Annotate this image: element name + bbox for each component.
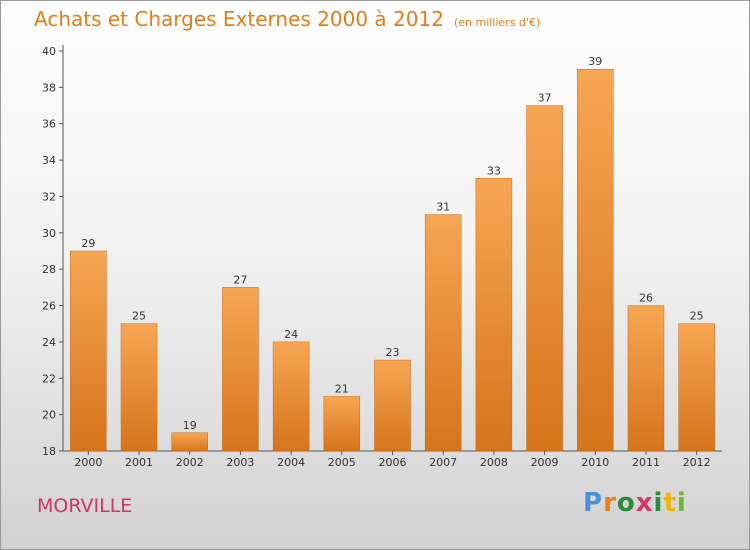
- logo-letter: i: [676, 488, 687, 518]
- x-tick-label: 2004: [277, 456, 305, 469]
- bar: [475, 178, 513, 452]
- bar-value-label: 37: [538, 92, 552, 105]
- bar: [627, 305, 665, 452]
- bar-value-label: 26: [639, 292, 653, 305]
- y-tick-label: 18: [42, 445, 56, 458]
- y-tick-label: 24: [42, 336, 56, 349]
- bar-value-label: 21: [335, 382, 349, 395]
- x-tick-label: 2000: [74, 456, 102, 469]
- x-tick-label: 2001: [125, 456, 153, 469]
- bar: [323, 396, 361, 452]
- bar: [424, 214, 462, 452]
- bar: [272, 341, 310, 452]
- bar: [374, 359, 411, 452]
- y-tick-label: 32: [42, 190, 56, 203]
- chart-title-block: Achats et Charges Externes 2000 à 2012 (e…: [34, 7, 540, 31]
- logo-letter: r: [603, 488, 617, 518]
- y-tick-label: 34: [42, 154, 56, 167]
- x-tick-label: 2011: [632, 456, 660, 469]
- location-label: MORVILLE: [37, 495, 133, 517]
- x-tick-label: 2012: [683, 456, 711, 469]
- bar-value-label: 24: [284, 328, 298, 341]
- x-tick-label: 2005: [328, 456, 356, 469]
- chart-subtitle: (en milliers d'€): [453, 16, 541, 29]
- y-tick-label: 40: [42, 45, 56, 58]
- logo-letter: P: [583, 488, 604, 518]
- y-tick-label: 38: [42, 81, 56, 94]
- bar-value-label: 29: [81, 237, 95, 250]
- bar: [120, 323, 158, 452]
- logo-letter: i: [653, 488, 664, 518]
- x-tick-label: 2006: [379, 456, 407, 469]
- y-tick-label: 22: [42, 372, 56, 385]
- bar-value-label: 25: [690, 310, 704, 323]
- y-tick-label: 26: [42, 300, 56, 313]
- bar: [577, 68, 614, 452]
- y-tick-label: 36: [42, 118, 56, 131]
- bar: [70, 250, 107, 452]
- x-tick-label: 2008: [480, 456, 508, 469]
- bar: [678, 323, 715, 452]
- x-tick-label: 2003: [226, 456, 254, 469]
- bar-value-label: 27: [233, 273, 247, 286]
- bar-value-label: 19: [183, 419, 197, 432]
- bar: [222, 287, 259, 452]
- logo-letter: t: [663, 488, 677, 518]
- bar: [526, 105, 563, 452]
- logo-letter: x: [635, 488, 654, 518]
- proxiti-logo: Proxiti: [583, 488, 687, 518]
- x-tick-label: 2007: [429, 456, 457, 469]
- y-tick-label: 30: [42, 227, 56, 240]
- x-tick-label: 2009: [531, 456, 559, 469]
- bar: [171, 432, 208, 452]
- bar-value-label: 23: [386, 346, 400, 359]
- x-tick-label: 2002: [176, 456, 204, 469]
- y-tick-label: 28: [42, 263, 56, 276]
- bar-value-label: 31: [436, 201, 450, 214]
- x-tick-label: 2010: [581, 456, 609, 469]
- bar-value-label: 25: [132, 310, 146, 323]
- bar-value-label: 33: [487, 164, 501, 177]
- y-tick-label: 20: [42, 409, 56, 422]
- chart-title: Achats et Charges Externes 2000 à 2012: [34, 7, 444, 31]
- bar-value-label: 39: [588, 55, 602, 68]
- logo-letter: o: [616, 488, 636, 518]
